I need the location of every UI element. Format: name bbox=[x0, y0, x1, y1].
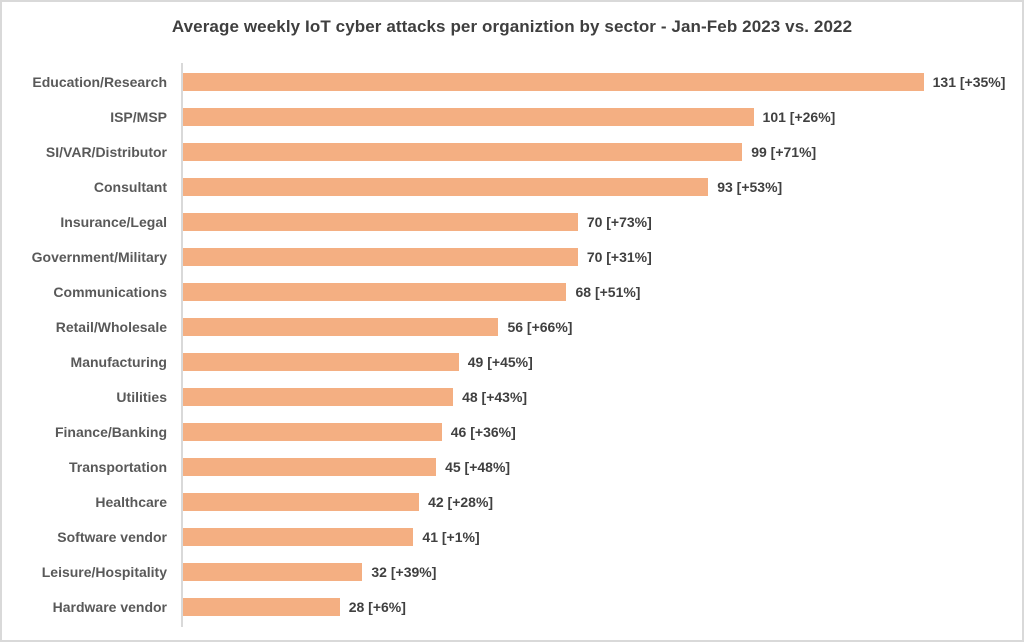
value-label: 42 [+28%] bbox=[428, 493, 494, 510]
bar-zone: 99 [+71%] bbox=[181, 134, 1020, 169]
bar bbox=[181, 317, 499, 336]
value-label: 48 [+43%] bbox=[462, 388, 528, 405]
bar-zone: 70 [+73%] bbox=[181, 204, 1020, 239]
category-label: Utilities bbox=[116, 388, 167, 405]
category-label: ISP/MSP bbox=[110, 108, 167, 125]
bar bbox=[181, 597, 340, 616]
bar-row: Transportation 45 [+48%] bbox=[2, 449, 1020, 484]
bar bbox=[181, 282, 567, 301]
bar bbox=[181, 72, 924, 91]
bar bbox=[181, 352, 459, 371]
bar-row: Education/Research 131 [+35%] bbox=[2, 64, 1020, 99]
category-label: Hardware vendor bbox=[52, 598, 167, 615]
bar-zone: 68 [+51%] bbox=[181, 274, 1020, 309]
bar-row: Leisure/Hospitality 32 [+39%] bbox=[2, 554, 1020, 589]
value-label: 46 [+36%] bbox=[450, 423, 516, 440]
bar bbox=[181, 457, 437, 476]
bar-row: Insurance/Legal 70 [+73%] bbox=[2, 204, 1020, 239]
value-label: 41 [+1%] bbox=[422, 528, 480, 545]
bar-row: Healthcare 42 [+28%] bbox=[2, 484, 1020, 519]
category-label: Government/Military bbox=[31, 248, 167, 265]
bar bbox=[181, 422, 442, 441]
bar-row: Manufacturing 49 [+45%] bbox=[2, 344, 1020, 379]
value-label: 32 [+39%] bbox=[371, 563, 437, 580]
category-label: Healthcare bbox=[95, 493, 167, 510]
bar-zone: 32 [+39%] bbox=[181, 554, 1020, 589]
bar bbox=[181, 177, 709, 196]
bar-zone: 93 [+53%] bbox=[181, 169, 1020, 204]
value-label: 131 [+35%] bbox=[932, 73, 1006, 90]
bar bbox=[181, 212, 578, 231]
category-label: SI/VAR/Distributor bbox=[45, 143, 167, 160]
bar-row: ISP/MSP 101 [+26%] bbox=[2, 99, 1020, 134]
y-axis-line bbox=[181, 63, 183, 627]
bar-zone: 56 [+66%] bbox=[181, 309, 1020, 344]
bar bbox=[181, 492, 420, 511]
bar-zone: 42 [+28%] bbox=[181, 484, 1020, 519]
bar-row: Hardware vendor 28 [+6%] bbox=[2, 589, 1020, 624]
bar-row: Retail/Wholesale 56 [+66%] bbox=[2, 309, 1020, 344]
bar-row: Finance/Banking 46 [+36%] bbox=[2, 414, 1020, 449]
value-label: 101 [+26%] bbox=[762, 108, 836, 125]
bar bbox=[181, 107, 754, 126]
category-label: Transportation bbox=[68, 458, 167, 475]
category-label: Retail/Wholesale bbox=[55, 318, 167, 335]
category-label: Communications bbox=[53, 283, 167, 300]
bar-row: Consultant 93 [+53%] bbox=[2, 169, 1020, 204]
category-label: Manufacturing bbox=[70, 353, 167, 370]
bar bbox=[181, 527, 414, 546]
value-label: 93 [+53%] bbox=[717, 178, 783, 195]
bar-zone: 28 [+6%] bbox=[181, 589, 1020, 624]
value-label: 56 [+66%] bbox=[507, 318, 573, 335]
bar-zone: 41 [+1%] bbox=[181, 519, 1020, 554]
bar-zone: 49 [+45%] bbox=[181, 344, 1020, 379]
plot-area: Education/Research 131 [+35%] ISP/MSP 10… bbox=[2, 63, 1022, 627]
chart-title: Average weekly IoT cyber attacks per org… bbox=[171, 17, 853, 36]
value-label: 68 [+51%] bbox=[575, 283, 641, 300]
category-label: Consultant bbox=[93, 178, 167, 195]
bar-zone: 48 [+43%] bbox=[181, 379, 1020, 414]
bar bbox=[181, 387, 454, 406]
bar bbox=[181, 247, 578, 266]
category-label: Education/Research bbox=[32, 73, 167, 90]
bar-row: Government/Military 70 [+31%] bbox=[2, 239, 1020, 274]
category-label: Insurance/Legal bbox=[60, 213, 167, 230]
value-label: 28 [+6%] bbox=[348, 598, 406, 615]
bar bbox=[181, 142, 743, 161]
bar-row: SI/VAR/Distributor 99 [+71%] bbox=[2, 134, 1020, 169]
category-label: Leisure/Hospitality bbox=[41, 563, 167, 580]
bar bbox=[181, 562, 363, 581]
value-label: 70 [+73%] bbox=[586, 213, 652, 230]
category-label: Software vendor bbox=[57, 528, 167, 545]
value-label: 99 [+71%] bbox=[751, 143, 817, 160]
bar-zone: 101 [+26%] bbox=[181, 99, 1020, 134]
bar-zone: 70 [+31%] bbox=[181, 239, 1020, 274]
value-label: 49 [+45%] bbox=[467, 353, 533, 370]
value-label: 45 [+48%] bbox=[445, 458, 511, 475]
value-label: 70 [+31%] bbox=[586, 248, 652, 265]
bar-row: Software vendor 41 [+1%] bbox=[2, 519, 1020, 554]
category-label: Finance/Banking bbox=[54, 423, 167, 440]
bar-zone: 131 [+35%] bbox=[181, 64, 1020, 99]
bar-zone: 46 [+36%] bbox=[181, 414, 1020, 449]
bar-row: Utilities 48 [+43%] bbox=[2, 379, 1020, 414]
bar-rows: Education/Research 131 [+35%] ISP/MSP 10… bbox=[2, 64, 1020, 624]
bar-row: Communications 68 [+51%] bbox=[2, 274, 1020, 309]
bar-zone: 45 [+48%] bbox=[181, 449, 1020, 484]
